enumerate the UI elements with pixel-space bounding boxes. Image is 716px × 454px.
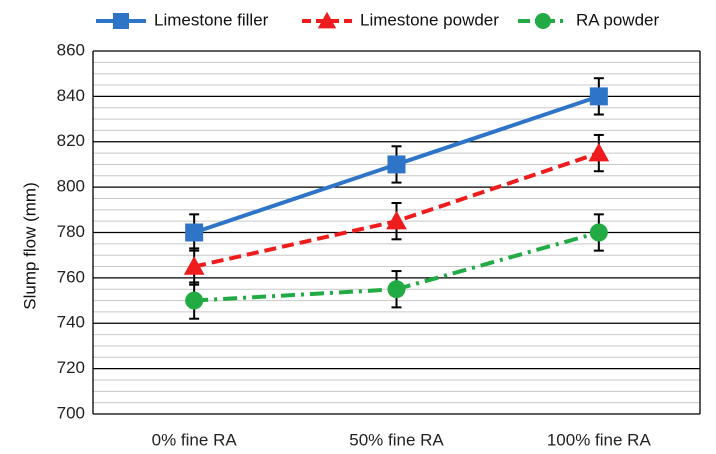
y-tick-label: 760 [57, 267, 85, 286]
x-tick-label: 0% fine RA [152, 430, 238, 449]
data-point-circle [535, 13, 551, 29]
data-point-circle [185, 291, 204, 310]
series-ra-powder [185, 213, 608, 320]
data-point-triangle [588, 142, 610, 162]
x-tick-label: 50% fine RA [349, 430, 444, 449]
y-tick-label: 800 [57, 177, 85, 196]
data-point-triangle [386, 210, 407, 230]
y-tick-label: 860 [57, 40, 85, 59]
data-point-circle [589, 223, 608, 242]
legend-label: RA powder [576, 10, 659, 29]
series [183, 77, 610, 320]
legend-entry: RA powder [518, 10, 659, 29]
data-point-triangle [317, 11, 337, 29]
data-point-square [387, 155, 406, 174]
y-tick-label: 700 [57, 403, 85, 422]
y-tick-label: 720 [57, 358, 85, 377]
y-axis-title: Slump flow (mm) [20, 182, 39, 310]
data-point-square [589, 87, 608, 106]
legend-label: Limestone filler [154, 10, 269, 29]
y-tick-label: 820 [57, 131, 85, 150]
legend-label: Limestone powder [360, 10, 499, 29]
y-tick-label: 780 [57, 222, 85, 241]
data-point-square [113, 13, 129, 29]
legend-entry: Limestone powder [302, 10, 499, 29]
data-point-triangle [183, 256, 205, 275]
series-limestone-filler [185, 77, 608, 252]
data-point-circle [387, 280, 406, 299]
legend-entry: Limestone filler [96, 10, 269, 29]
x-tick-label: 100% fine RA [547, 430, 652, 449]
axes: 700 720 740 760 780 800 820 840 860 0% fine RA 50%… [57, 40, 701, 449]
y-tick-label: 840 [57, 86, 85, 105]
series-limestone-powder [183, 133, 610, 286]
legend: Limestone filler Limestone powder RA powde… [96, 10, 659, 29]
series-line [194, 230, 600, 303]
data-point-square [185, 223, 204, 242]
y-tick-label: 740 [57, 313, 85, 332]
